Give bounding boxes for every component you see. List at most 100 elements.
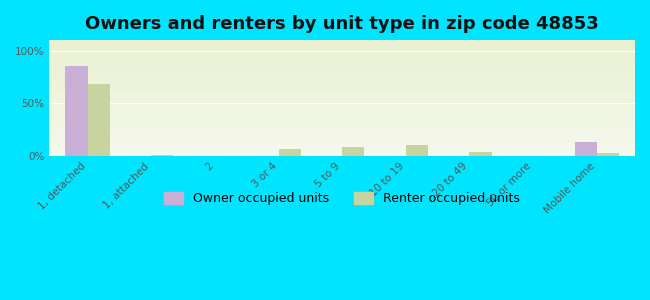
Bar: [342, 147, 365, 156]
Bar: [49, 83, 635, 84]
Bar: [49, 54, 635, 55]
Bar: [49, 104, 635, 105]
Bar: [49, 126, 635, 127]
Bar: [49, 56, 635, 58]
Bar: [49, 138, 635, 139]
Bar: [49, 73, 635, 74]
Bar: [49, 60, 635, 61]
Bar: [49, 55, 635, 56]
Bar: [49, 134, 635, 135]
Bar: [49, 80, 635, 81]
Bar: [49, 152, 635, 153]
Bar: [49, 155, 635, 156]
Bar: [49, 45, 635, 46]
Bar: [49, 47, 635, 48]
Bar: [49, 153, 635, 154]
Bar: [49, 121, 635, 122]
Bar: [49, 130, 635, 132]
Bar: [49, 111, 635, 112]
Bar: [88, 84, 110, 156]
Bar: [49, 90, 635, 91]
Bar: [49, 142, 635, 143]
Bar: [278, 149, 301, 156]
Bar: [49, 97, 635, 98]
Bar: [49, 105, 635, 106]
Bar: [49, 99, 635, 101]
Bar: [49, 98, 635, 99]
Bar: [49, 139, 635, 140]
Bar: [49, 62, 635, 63]
Bar: [49, 125, 635, 126]
Bar: [49, 71, 635, 73]
Bar: [49, 51, 635, 52]
Bar: [49, 103, 635, 104]
Bar: [151, 155, 174, 156]
Bar: [49, 61, 635, 62]
Bar: [49, 106, 635, 107]
Bar: [49, 75, 635, 76]
Bar: [49, 143, 635, 145]
Bar: [49, 92, 635, 94]
Bar: [49, 64, 635, 66]
Bar: [49, 89, 635, 90]
Bar: [597, 153, 619, 156]
Bar: [49, 69, 635, 70]
Bar: [49, 120, 635, 121]
Bar: [49, 118, 635, 119]
Bar: [49, 117, 635, 118]
Bar: [49, 78, 635, 80]
Bar: [49, 100, 635, 102]
Bar: [49, 94, 635, 96]
Bar: [49, 107, 635, 109]
Bar: [49, 41, 635, 42]
Bar: [49, 52, 635, 53]
Bar: [49, 42, 635, 44]
Bar: [49, 82, 635, 83]
Bar: [49, 76, 635, 77]
Bar: [49, 127, 635, 128]
Bar: [49, 46, 635, 47]
Bar: [49, 53, 635, 54]
Bar: [49, 113, 635, 114]
Bar: [49, 124, 635, 125]
Bar: [49, 132, 635, 133]
Bar: [49, 133, 635, 134]
Bar: [406, 145, 428, 156]
Bar: [49, 136, 635, 138]
Bar: [49, 150, 635, 152]
Bar: [65, 67, 88, 156]
Bar: [49, 135, 635, 136]
Bar: [49, 147, 635, 148]
Bar: [469, 152, 492, 156]
Bar: [49, 112, 635, 113]
Bar: [49, 44, 635, 45]
Bar: [49, 86, 635, 88]
Bar: [49, 58, 635, 59]
Bar: [49, 110, 635, 111]
Bar: [49, 145, 635, 146]
Bar: [49, 68, 635, 69]
Bar: [49, 50, 635, 51]
Bar: [49, 66, 635, 67]
Bar: [49, 102, 635, 103]
Bar: [49, 74, 635, 75]
Bar: [49, 88, 635, 89]
Bar: [49, 114, 635, 116]
Bar: [49, 85, 635, 86]
Bar: [49, 116, 635, 117]
Bar: [49, 59, 635, 60]
Title: Owners and renters by unit type in zip code 48853: Owners and renters by unit type in zip c…: [85, 15, 599, 33]
Bar: [49, 96, 635, 97]
Bar: [49, 109, 635, 110]
Bar: [49, 154, 635, 155]
Bar: [49, 81, 635, 82]
Bar: [49, 91, 635, 92]
Bar: [49, 63, 635, 64]
Bar: [49, 84, 635, 86]
Bar: [49, 149, 635, 150]
Bar: [49, 128, 635, 129]
Bar: [49, 146, 635, 147]
Bar: [49, 148, 635, 149]
Bar: [49, 119, 635, 120]
Bar: [49, 141, 635, 142]
